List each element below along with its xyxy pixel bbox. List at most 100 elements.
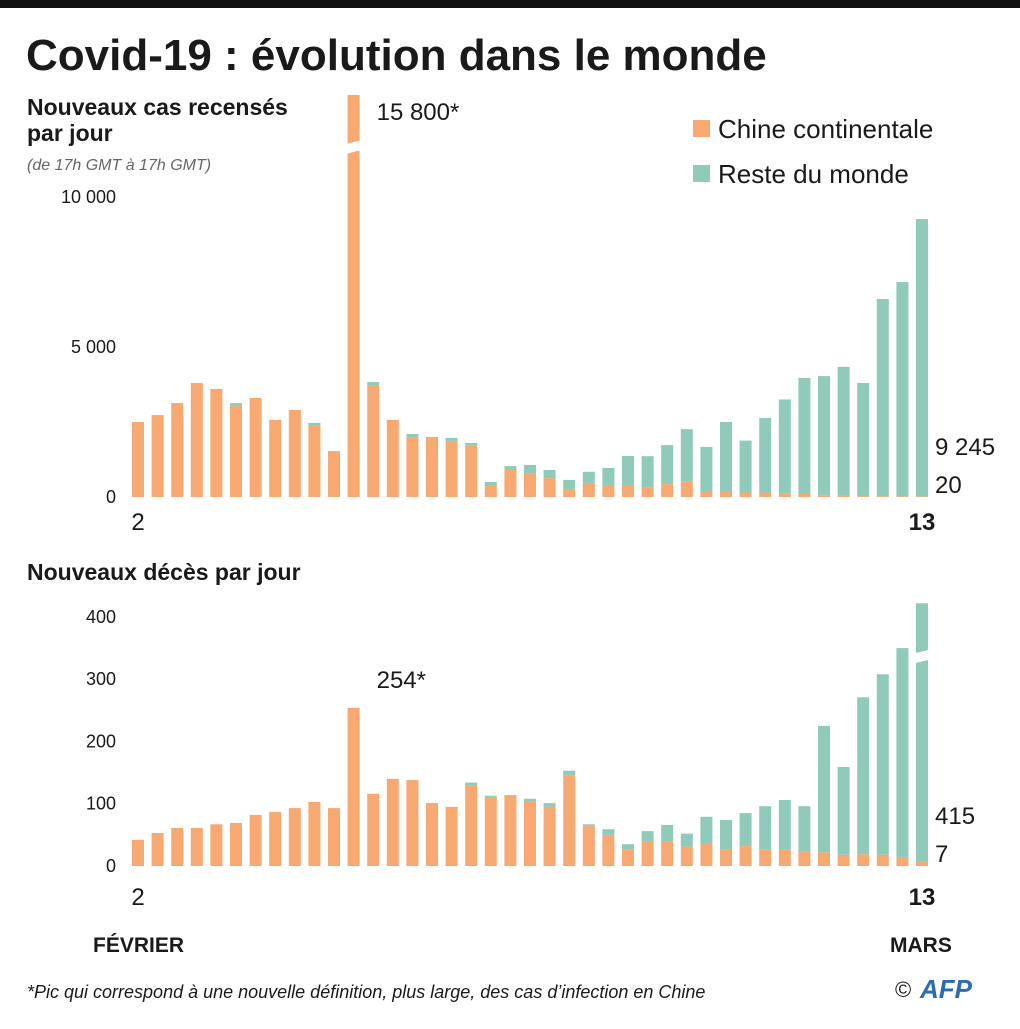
agency-logo: AFP [919, 974, 973, 1004]
bar-segment [641, 456, 654, 488]
x-tick-label: 2 [131, 884, 144, 911]
bar-segment [778, 849, 791, 866]
bar-segment [524, 801, 536, 866]
footnote: *Pic qui correspond à une nouvelle défin… [27, 982, 705, 1002]
bars [132, 95, 928, 497]
bar-segment [445, 806, 458, 866]
bar-segment [876, 854, 889, 866]
bar-segment [759, 492, 772, 497]
bar-segment [465, 782, 478, 786]
bar-segment [622, 455, 634, 485]
bar-segment [602, 467, 615, 485]
bar-segment [445, 437, 458, 441]
legend-swatch [693, 165, 710, 182]
bar-segment [896, 282, 909, 497]
bar-segment [876, 299, 889, 497]
bar-segment [622, 485, 634, 497]
bar-segment [132, 839, 144, 866]
month-label: FÉVRIER [93, 934, 184, 957]
bar-segment [837, 495, 850, 497]
bar-segment [288, 410, 301, 497]
y-tick-label: 200 [86, 731, 116, 751]
y-tick-label: 5 000 [71, 337, 116, 357]
bar-segment [347, 707, 360, 866]
bar-segment [857, 383, 870, 497]
bar-segment [641, 841, 654, 866]
bar-segment [661, 824, 674, 842]
bar-segment [504, 466, 517, 470]
bar-segment [426, 437, 438, 497]
bar-segment [465, 445, 478, 497]
bar-segment [367, 385, 380, 497]
bar-segment [700, 446, 713, 491]
bar-segment [406, 780, 419, 866]
bar-segment [739, 813, 752, 847]
bar-segment [308, 422, 321, 426]
bar-segment [641, 487, 654, 497]
bar-segment [563, 775, 576, 866]
bar-segment [582, 482, 595, 497]
bar-segment [151, 833, 164, 866]
bar-segment [367, 793, 380, 866]
bar-segment [582, 826, 595, 866]
legend-label: Chine continentale [718, 114, 933, 144]
bar-segment [563, 488, 576, 497]
bar-segment [484, 796, 497, 866]
bar-segment [602, 829, 615, 835]
bar-segment [347, 95, 360, 497]
bar-segment [798, 494, 811, 497]
legend-swatch [693, 120, 710, 137]
bar-segment [661, 445, 674, 485]
bar-segment [151, 415, 164, 497]
y-tick-label: 10 000 [61, 187, 116, 207]
bar-segment [739, 492, 752, 497]
y-tick-label: 100 [86, 794, 116, 814]
bar-segment [622, 844, 634, 850]
bar-segment [759, 849, 772, 866]
bar-segment [778, 399, 791, 494]
bar-segment [778, 800, 791, 850]
bar-segment [406, 437, 419, 497]
top-rule [0, 0, 1020, 8]
y-tick-label: 300 [86, 669, 116, 689]
bar-segment [837, 366, 850, 496]
bar-segment [465, 785, 478, 866]
month-label: MARS [890, 934, 952, 957]
bar-segment [249, 814, 262, 866]
bar-segment [524, 464, 536, 474]
bar-segment [230, 406, 242, 497]
y-tick-label: 0 [106, 856, 116, 876]
bar-segment [798, 806, 811, 852]
bar-segment [680, 846, 693, 866]
value-label: 15 800* [377, 99, 460, 126]
bar-segment [896, 648, 909, 858]
bar-segment [700, 491, 713, 497]
bar-segment [582, 824, 595, 827]
bar-segment [680, 833, 693, 847]
value-label: 254* [377, 667, 426, 694]
bar-segment [484, 482, 497, 485]
bar-segment [759, 806, 772, 850]
value-label: 20 [935, 472, 962, 499]
bar-segment [720, 849, 732, 866]
bar-segment [406, 434, 419, 438]
value-label: 9 245 [935, 434, 995, 461]
bar-segment [602, 834, 615, 866]
bar-segment [798, 377, 811, 494]
bar-segment [778, 493, 791, 497]
bar-segment [720, 491, 732, 497]
bar-segment [426, 803, 438, 866]
title: Covid-19 : évolution dans le monde [26, 31, 767, 80]
bar-segment [661, 484, 674, 497]
bar-segment [857, 496, 870, 497]
bar-segment [269, 419, 282, 497]
bar-segment [916, 603, 928, 862]
value-label: 415 [935, 803, 975, 830]
bar-segment [465, 443, 478, 446]
bar-segment [739, 440, 752, 493]
bar-segment [700, 842, 713, 866]
bar-segment [367, 382, 380, 386]
y-tick-label: 0 [106, 487, 116, 507]
bar-segment [857, 854, 870, 866]
chart-title: par jour [27, 120, 113, 146]
